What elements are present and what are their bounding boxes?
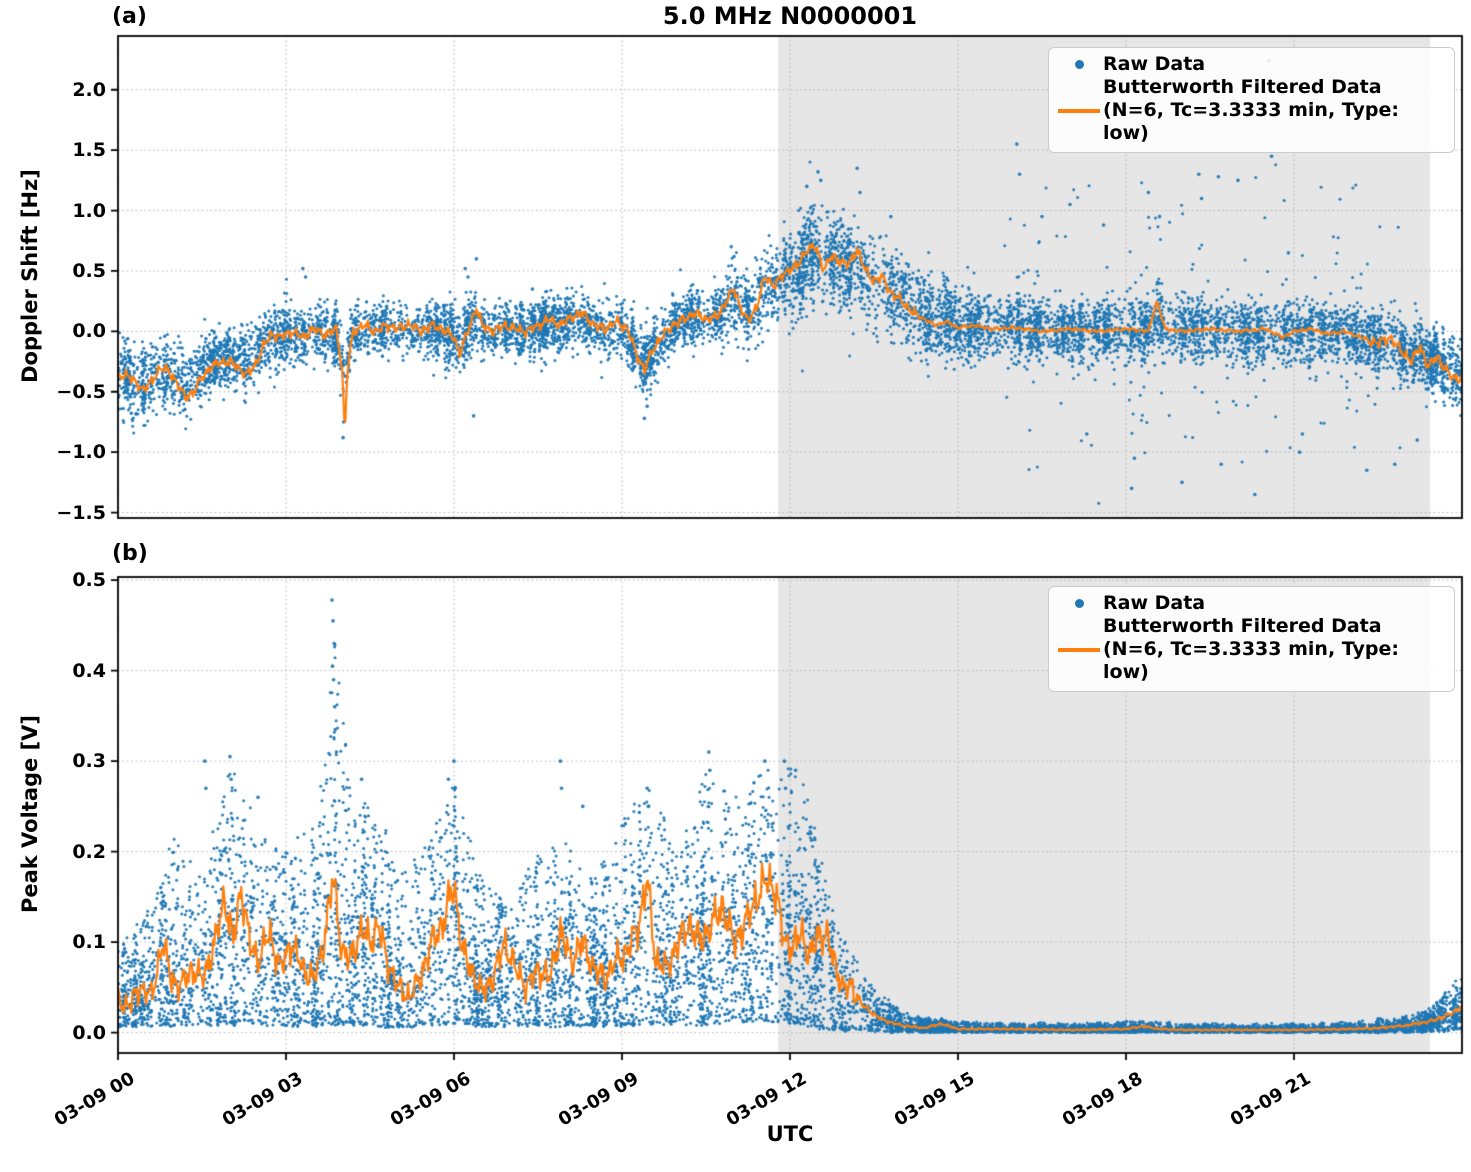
chart-title: 5.0 MHz N0000001 bbox=[662, 2, 918, 30]
y-tick-label: 0.2 bbox=[72, 840, 106, 863]
legend-panel-b: Raw Data Butterworth Filtered Data (N=6,… bbox=[1048, 586, 1455, 692]
y-tick-label: 0.0 bbox=[72, 1021, 106, 1044]
y-tick-label: −1.5 bbox=[56, 501, 106, 524]
y-tick-label: 0.5 bbox=[72, 259, 106, 282]
y-tick-label: 0.0 bbox=[72, 320, 106, 343]
raw-marker-icon bbox=[1055, 599, 1103, 608]
filtered-line-icon bbox=[1055, 108, 1103, 113]
y-tick-label: 1.5 bbox=[72, 139, 106, 162]
legend-raw-label: Raw Data bbox=[1103, 53, 1206, 75]
y-tick-label: 0.3 bbox=[72, 750, 106, 773]
legend-row-raw: Raw Data bbox=[1055, 53, 1446, 76]
y-tick-label: 2.0 bbox=[72, 78, 106, 101]
filtered-line-icon bbox=[1055, 647, 1103, 652]
legend-panel-a: Raw Data Butterworth Filtered Data (N=6,… bbox=[1048, 47, 1455, 153]
y-tick-label: −1.0 bbox=[56, 441, 106, 464]
legend-row-filtered: Butterworth Filtered Data (N=6, Tc=3.333… bbox=[1055, 615, 1446, 684]
panel-a-tag: (a) bbox=[112, 4, 147, 29]
legend-filtered-label: Butterworth Filtered Data (N=6, Tc=3.333… bbox=[1103, 615, 1399, 683]
x-axis-label: UTC bbox=[766, 1122, 814, 1146]
raw-marker-icon bbox=[1055, 60, 1103, 69]
legend-row-raw: Raw Data bbox=[1055, 592, 1446, 615]
panel-b-tag: (b) bbox=[112, 541, 148, 566]
y-tick-label: 0.5 bbox=[72, 569, 106, 592]
legend-raw-label: Raw Data bbox=[1103, 592, 1206, 614]
y-tick-label: 1.0 bbox=[72, 199, 106, 222]
y-tick-label: 0.4 bbox=[72, 659, 106, 682]
y-tick-label: −0.5 bbox=[56, 380, 106, 403]
y-tick-label: 0.1 bbox=[72, 931, 106, 954]
legend-filtered-label: Butterworth Filtered Data (N=6, Tc=3.333… bbox=[1103, 76, 1399, 144]
legend-row-filtered: Butterworth Filtered Data (N=6, Tc=3.333… bbox=[1055, 76, 1446, 145]
